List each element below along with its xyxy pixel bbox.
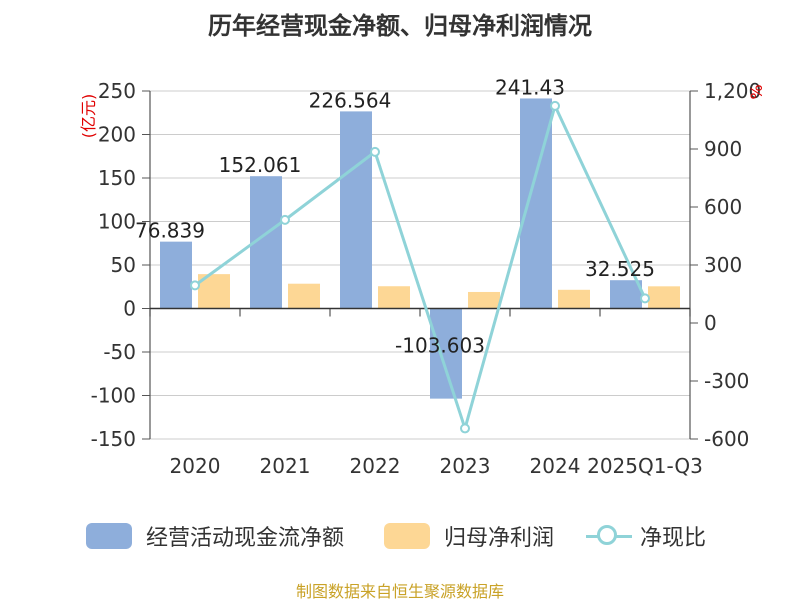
cashflow-bar [430,308,462,399]
y-tick-label: 250 [98,79,136,103]
net-profit-bar [558,289,590,309]
net-profit-bar [648,286,680,309]
y-tick-label: -150 [91,427,136,451]
x-tick-label: 2025Q1-Q3 [587,454,703,478]
cashflow-data-label: 241.43 [495,75,565,99]
y-tick-label: 200 [98,123,136,147]
cashflow-data-label: 32.525 [585,257,655,281]
cashflow-data-label: 76.839 [135,219,205,243]
y-tick-label: 0 [123,297,136,321]
legend-swatch-cashflow [86,523,132,549]
x-tick-label: 2023 [440,454,491,478]
legend-label-net-profit: 归母净利润 [444,526,555,551]
y-axis-unit: (亿元) [79,94,98,139]
x-tick-label: 2021 [260,454,311,478]
y2-axis-unit: % [747,84,766,99]
y2-tick-label: 1,200 [704,79,761,103]
cashflow-data-label: 152.061 [219,153,302,177]
cashflow-bar [610,280,642,309]
ratio-point [640,293,650,304]
cashflow-data-label: 226.564 [309,88,392,112]
net-profit-bar [288,283,320,309]
x-tick-label: 2022 [350,454,401,478]
net-profit-bar [468,291,500,309]
ratio-point [280,214,290,225]
ratio-point [190,280,200,291]
y-tick-label: 100 [98,210,136,234]
cashflow-bar [340,111,372,309]
source-note: 制图数据来自恒生聚源数据库 [295,582,504,601]
legend-item-ratio[interactable]: 净现比 [586,518,706,554]
y-tick-label: 50 [111,253,136,277]
legend-swatch-ratio [586,523,632,549]
y2-tick-label: 300 [704,253,742,277]
y-tick-label: 150 [98,166,136,190]
y-tick-label: -50 [103,340,136,364]
chart-title: 历年经营现金净额、归母净利润情况 [208,12,592,40]
ratio-point [370,146,380,157]
y2-tick-label: 600 [704,195,742,219]
legend-swatch-net-profit [384,523,430,549]
cashflow-data-label: -103.603 [395,334,485,358]
ratio-point [460,423,470,434]
ratio-line [194,101,647,434]
x-tick-label: 2024 [530,454,581,478]
y-tick-label: -100 [91,384,136,408]
legend-label-cashflow: 经营活动现金流净额 [146,526,345,551]
net-profit-bar [378,286,410,309]
legend: 经营活动现金流净额 归母净利润 净现比 [0,518,800,554]
y2-tick-label: -600 [704,427,749,451]
ratio-point [550,100,560,111]
legend-label-ratio: 净现比 [640,526,707,551]
legend-item-net-profit[interactable]: 归母净利润 [384,518,554,554]
y2-tick-label: -300 [704,369,749,393]
cashflow-bar [160,241,192,309]
y2-tick-label: 0 [704,311,717,335]
legend-item-cashflow[interactable]: 经营活动现金流净额 [86,518,344,554]
y2-tick-label: 900 [704,137,742,161]
x-tick-label: 2020 [170,454,221,478]
